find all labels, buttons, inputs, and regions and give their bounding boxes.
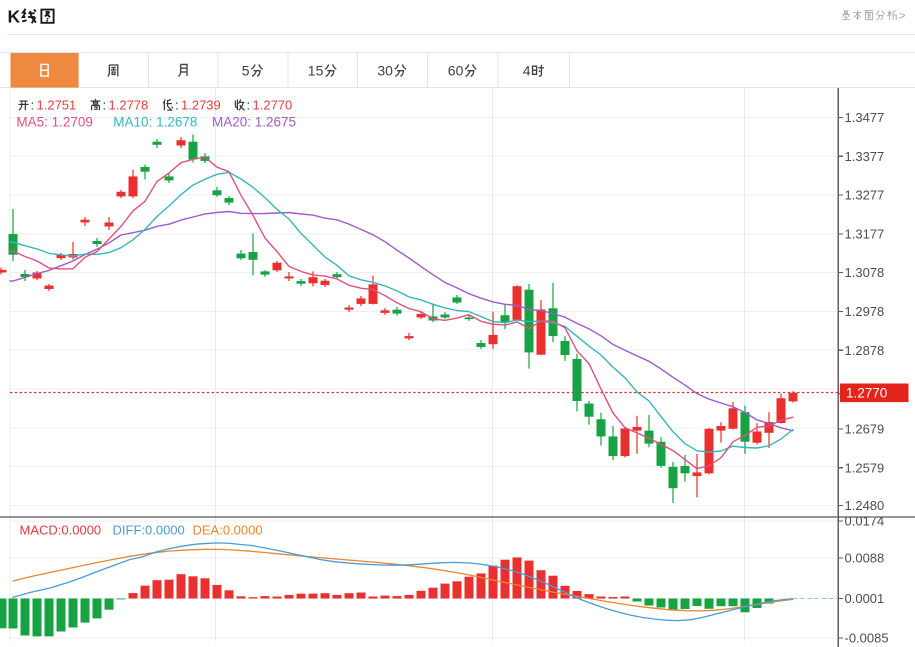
svg-text:>: > — [899, 9, 906, 23]
svg-text:1.2878: 1.2878 — [845, 343, 885, 358]
svg-text:1.2978: 1.2978 — [845, 304, 885, 319]
svg-text::: : — [175, 97, 179, 112]
svg-text:5: 5 — [242, 62, 250, 78]
svg-text:1.3377: 1.3377 — [845, 149, 885, 164]
svg-text:4: 4 — [523, 62, 531, 78]
svg-text:1.2579: 1.2579 — [845, 460, 885, 475]
svg-text:1.2480: 1.2480 — [845, 498, 885, 513]
svg-text:0.0174: 0.0174 — [845, 513, 885, 528]
svg-text:1.2739: 1.2739 — [181, 97, 221, 112]
svg-text:15: 15 — [308, 62, 324, 78]
svg-text:0.0001: 0.0001 — [845, 591, 885, 606]
svg-text:DIFF:0.0000: DIFF:0.0000 — [113, 522, 185, 537]
svg-text:30: 30 — [377, 62, 393, 78]
svg-text:1.3078: 1.3078 — [845, 265, 885, 280]
svg-text:MA20: 1.2675: MA20: 1.2675 — [212, 115, 296, 130]
svg-text:1.3477: 1.3477 — [845, 110, 885, 125]
svg-text:MA10: 1.2678: MA10: 1.2678 — [113, 115, 197, 130]
svg-text:1.2751: 1.2751 — [37, 97, 77, 112]
svg-text:1.2679: 1.2679 — [845, 422, 885, 437]
svg-text::: : — [31, 97, 35, 112]
svg-text:K: K — [8, 7, 21, 27]
svg-text:MACD:0.0000: MACD:0.0000 — [20, 522, 102, 537]
svg-text:-0.0085: -0.0085 — [845, 631, 889, 646]
svg-text:DEA:0.0000: DEA:0.0000 — [193, 522, 263, 537]
svg-text:1.2770: 1.2770 — [253, 97, 293, 112]
svg-text:1.3177: 1.3177 — [845, 226, 885, 241]
svg-text:60: 60 — [448, 62, 464, 78]
svg-text:MA5: 1.2709: MA5: 1.2709 — [16, 115, 93, 130]
svg-text::: : — [103, 97, 107, 112]
svg-text:0.0088: 0.0088 — [845, 551, 885, 566]
svg-text::: : — [247, 97, 251, 112]
svg-text:1.2778: 1.2778 — [109, 97, 149, 112]
svg-text:1.3277: 1.3277 — [845, 188, 885, 203]
svg-text:1.2770: 1.2770 — [846, 386, 887, 401]
